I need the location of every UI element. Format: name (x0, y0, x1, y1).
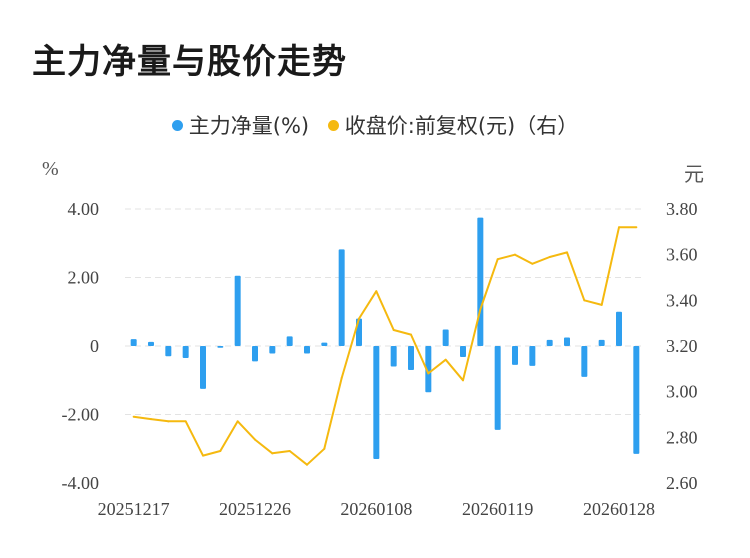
right-tick-label-2: 3.40 (666, 290, 698, 310)
x-tick-label-4: 20260128 (583, 499, 655, 519)
bar-17 (425, 346, 432, 393)
price-point-3 (184, 420, 187, 423)
bar-22 (512, 346, 518, 365)
bar-10 (304, 346, 310, 354)
bar-5 (217, 346, 224, 348)
x-tick-label-0: 20251217 (98, 499, 170, 519)
x-tick-label-3: 20260119 (462, 499, 533, 519)
right-tick-label-4: 3.00 (666, 382, 698, 402)
price-point-28 (618, 226, 620, 229)
bar-27 (598, 339, 605, 346)
chart-title: 主力净量与股价走势 (32, 42, 347, 82)
bar-20 (477, 217, 484, 346)
bar-14 (373, 346, 380, 460)
price-point-7 (254, 438, 256, 441)
price-point-29 (635, 226, 638, 229)
price-point-16 (410, 333, 412, 336)
right-tick-label-1: 3.60 (666, 245, 698, 265)
bar-21 (494, 346, 501, 430)
left-tick-label-0: 4.00 (68, 199, 100, 219)
x-tick-label-2: 20260108 (340, 499, 412, 519)
bar-24 (546, 339, 553, 346)
price-point-22 (514, 253, 516, 256)
bar-6 (234, 275, 241, 346)
price-point-4 (202, 454, 204, 457)
price-point-6 (236, 420, 239, 423)
legend-item-net-volume[interactable]: 主力净量(%) (171, 110, 310, 140)
price-point-8 (271, 452, 274, 455)
price-point-2 (167, 420, 170, 423)
price-point-27 (600, 303, 603, 306)
price-point-0 (132, 415, 135, 418)
left-tick-label-2: 0 (90, 336, 99, 356)
right-tick-label-0: 3.80 (666, 199, 698, 219)
price-point-14 (375, 290, 378, 293)
bar-9 (286, 336, 293, 346)
bar-1 (148, 341, 154, 346)
price-point-20 (479, 308, 482, 311)
bar-23 (529, 346, 536, 366)
bar-25 (564, 337, 570, 346)
bar-2 (165, 346, 172, 357)
price-point-9 (288, 450, 291, 453)
bar-15 (390, 346, 397, 367)
bar-12 (338, 249, 345, 346)
price-point-19 (462, 379, 464, 382)
left-tick-label-1: 2.00 (68, 268, 100, 288)
price-point-24 (548, 255, 551, 258)
price-point-15 (392, 329, 395, 332)
price-point-23 (531, 262, 534, 265)
bar-19 (460, 346, 466, 357)
price-point-25 (566, 251, 568, 254)
bar-3 (182, 346, 189, 358)
right-tick-label-5: 2.80 (666, 427, 698, 447)
bar-29 (633, 346, 640, 454)
bar-28 (616, 311, 622, 346)
legend: 主力净量(%) 收盘价:前复权(元)（右） (0, 110, 750, 140)
price-point-18 (444, 358, 447, 361)
bar-18 (442, 329, 449, 346)
right-tick-label-6: 2.60 (666, 473, 698, 493)
bar-4 (200, 346, 206, 389)
left-axis-unit: % (42, 158, 59, 180)
right-axis-unit: 元 (684, 162, 704, 186)
legend-dot-line (327, 119, 339, 131)
left-tick-label-3: -2.00 (62, 405, 100, 425)
price-point-13 (358, 317, 360, 320)
left-tick-label-4: -4.00 (62, 473, 100, 493)
x-tick-label-1: 20251226 (219, 499, 291, 519)
price-point-1 (150, 418, 152, 421)
price-point-26 (583, 299, 586, 302)
price-point-21 (496, 258, 499, 261)
legend-item-close-price[interactable]: 收盘价:前复权(元)（右） (327, 110, 579, 140)
bar-26 (581, 346, 588, 377)
bar-0 (130, 339, 137, 346)
right-tick-label-3: 3.20 (666, 336, 698, 356)
price-point-11 (323, 447, 326, 450)
price-point-17 (427, 372, 430, 375)
legend-dot-bar (171, 119, 183, 131)
close-price-line (133, 226, 637, 466)
price-point-5 (219, 450, 222, 453)
bar-16 (408, 346, 414, 370)
bar-11 (321, 342, 328, 346)
bar-8 (269, 346, 276, 354)
price-point-12 (340, 376, 343, 379)
bar-7 (252, 346, 258, 362)
price-point-10 (306, 463, 308, 466)
legend-label-net-volume: 主力净量(%) (188, 114, 310, 138)
legend-label-close-price: 收盘价:前复权(元)（右） (344, 114, 579, 138)
